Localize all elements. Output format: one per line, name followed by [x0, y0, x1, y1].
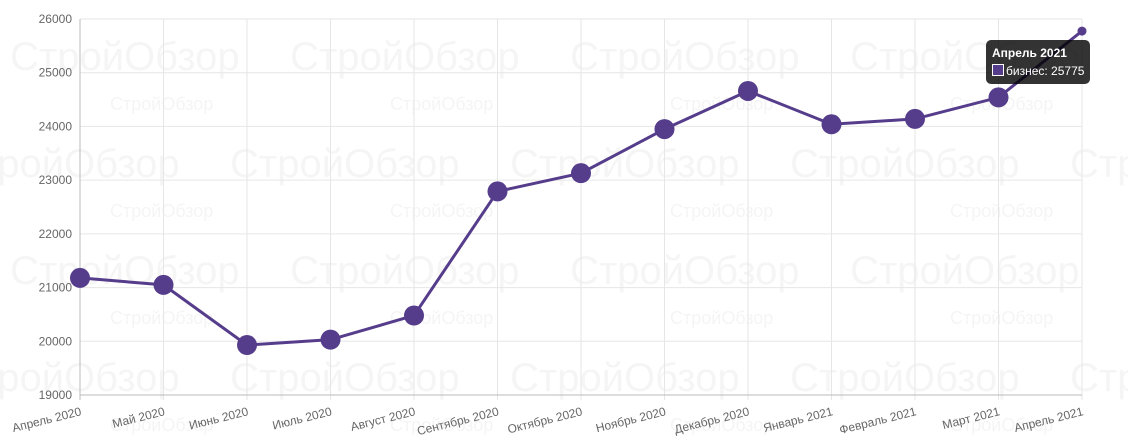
x-tick-label: Ноябрь 2020	[594, 404, 667, 435]
data-point	[1077, 26, 1087, 36]
data-point	[237, 335, 257, 356]
data-point	[404, 305, 424, 326]
x-tick-label: Апрель 2020	[11, 404, 83, 435]
data-point	[738, 80, 758, 101]
data-point	[821, 114, 842, 135]
x-tick-label: Октябрь 2020	[506, 404, 584, 436]
y-tick-label: 20000	[39, 334, 73, 348]
x-tick-label: Январь 2021	[762, 404, 835, 435]
watermark: СтройОбзор	[110, 94, 213, 114]
tooltip-title: Апрель 2021	[992, 46, 1067, 60]
tooltip: Апрель 2021 бизнес: 25775	[986, 40, 1091, 84]
x-tick-label: Июль 2020	[271, 404, 334, 432]
data-point	[320, 329, 341, 350]
y-tick-label: 19000	[39, 388, 73, 402]
watermark: СтройОбзор	[110, 308, 213, 328]
data-point	[70, 267, 90, 288]
tooltip-label: бизнес: 25775	[1006, 64, 1085, 78]
watermark: СтройОбзор	[110, 415, 213, 435]
watermark: СтройОбзор	[1070, 356, 1128, 400]
y-tick-label: 25000	[39, 66, 73, 80]
watermark: СтройОбзор	[850, 249, 1080, 293]
tooltip-swatch	[992, 64, 1004, 76]
watermark: СтройОбзор	[1070, 142, 1128, 186]
watermark: СтройОбзор	[790, 356, 1020, 400]
data-point	[905, 108, 925, 129]
watermark: СтройОбзор	[110, 201, 213, 221]
watermark: СтройОбзор	[510, 356, 740, 400]
watermark: СтройОбзор	[670, 415, 773, 435]
watermark: СтройОбзор	[230, 142, 460, 186]
watermark: СтройОбзор	[670, 201, 773, 221]
watermark: СтройОбзор	[950, 308, 1053, 328]
watermark: СтройОбзор	[790, 142, 1020, 186]
data-point	[571, 163, 591, 184]
data-point	[153, 274, 174, 295]
watermark: СтройОбзор	[390, 94, 493, 114]
watermark: СтройОбзор	[950, 201, 1053, 221]
watermark: СтройОбзор	[570, 249, 800, 293]
watermark: СтройОбзор	[0, 142, 180, 186]
watermark: СтройОбзор	[390, 415, 493, 435]
watermark: СтройОбзор	[670, 308, 773, 328]
x-tick-label: Февраль 2021	[838, 404, 918, 437]
watermark: СтройОбзор	[390, 201, 493, 221]
data-point	[487, 181, 508, 202]
y-tick-label: 26000	[39, 12, 73, 26]
y-tick-label: 23000	[39, 173, 73, 187]
y-tick-label: 22000	[39, 227, 73, 241]
x-tick-label: Июнь 2020	[188, 404, 250, 432]
watermark: СтройОбзор	[230, 356, 460, 400]
data-point	[988, 87, 1009, 108]
data-point	[654, 119, 675, 140]
y-tick-label: 24000	[39, 119, 73, 133]
watermark: СтройОбзор	[290, 249, 520, 293]
y-tick-label: 21000	[39, 281, 73, 295]
watermark: СтройОбзор	[950, 415, 1053, 435]
watermark: СтройОбзор	[0, 356, 180, 400]
